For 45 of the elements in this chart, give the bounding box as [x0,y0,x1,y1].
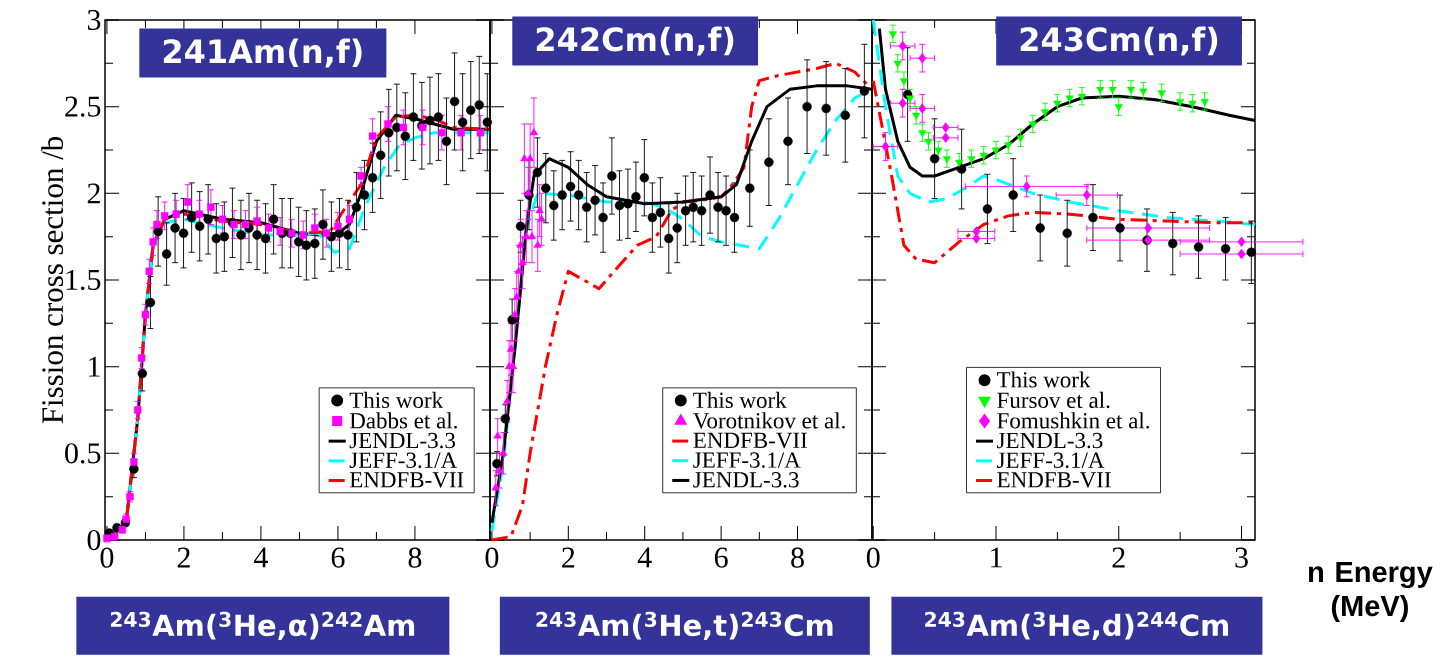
legend-label: JEFF-3.1/A [997,452,1105,469]
text: 241Am(n,f) [163,38,362,68]
legend-label: Fomushkin et al. [997,412,1150,429]
legend-label: This work [693,391,787,409]
legend-label: This work [349,391,444,409]
legend-label: JEFF-3.1/A [349,452,458,469]
x-tick-label: 8 [408,547,422,568]
x-tick-label: 6 [714,547,728,568]
legend-label: Dabbs et al. [349,412,457,429]
legend-label: This work [996,371,1091,388]
chart-title: 242Cm(n,f) [536,26,734,56]
x-tick-label: 2 [562,547,575,568]
chart-title: 243Cm(n,f) [1020,26,1218,56]
legend-label: ENDFB-VII [693,432,807,449]
x-axis-title: n Energy (MeV) [1308,562,1433,622]
legend-label: JEFF-3.1/A [693,452,801,468]
x-tick-label: 6 [331,547,345,568]
legend-label: ENDFB-VII [997,472,1111,488]
y-tick-label: 2 [87,183,100,204]
legend-label: Vorotnikov et al. [693,412,845,429]
x-tick-label: 0 [485,547,499,568]
text: $^{243}$Am($^{3}$He,t)$^{243}$Cm [536,611,833,640]
x-tick-label: 2 [1112,547,1125,568]
text: $^{243}$Am($^{3}$He,d)$^{244}$Cm [925,611,1228,640]
legend-label: ENDFB-VII [349,472,464,488]
x-tick-label: 4 [254,547,268,568]
legend-label: JENDL-3.3 [997,432,1103,449]
x-tick-label: 2 [177,547,190,568]
y-tick-label: 1.5 [66,269,101,291]
x-tick-label: 1 [991,547,1002,568]
y-tick-label: 0.5 [65,443,101,464]
x-tick-label: 4 [637,547,652,568]
legend-label: JENDL-3.3 [349,432,455,449]
text: $^{243}$Am($^{3}$He,α)$^{242}$Am [110,611,415,640]
y-tick-label: 1 [89,356,100,377]
x-tick-label: 0 [866,547,880,568]
y-tick-label: 0 [87,529,101,551]
y-tick-label: 2.5 [65,96,101,117]
x-tick-label: 3 [1235,547,1248,568]
legend-label: JENDL-3.3 [693,472,799,488]
x-tick-label: 0 [100,547,114,568]
y-tick-label: 3 [87,9,101,31]
legend-label: Fursov et al. [997,391,1110,409]
x-tick-label: 8 [791,547,804,568]
y-axis-title: Fission cross section /b [41,136,64,424]
